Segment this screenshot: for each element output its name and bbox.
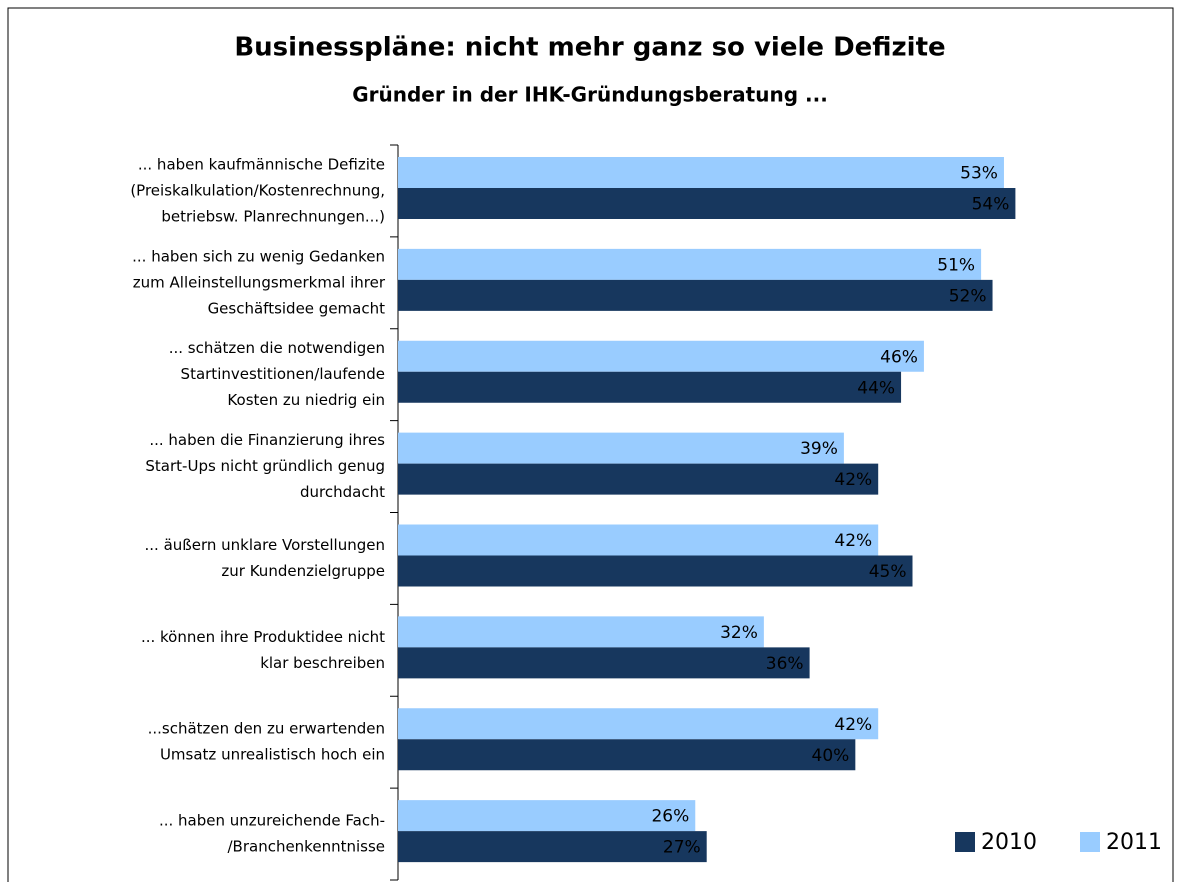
category-label: ...schätzen den zu erwartenden [148,720,385,738]
category-label: Kosten zu niedrig ein [227,391,385,409]
bar [398,616,764,648]
category-label: Start-Ups nicht gründlich genug [145,457,385,475]
legend-label: 2011 [1106,830,1162,855]
bar [398,188,1016,219]
bar [398,371,902,403]
bar [398,831,707,863]
legend-swatch [955,832,975,852]
value-label: 42% [834,531,872,551]
legend-swatch [1080,832,1100,852]
value-label: 39% [800,439,838,459]
category-label: (Preiskalkulation/Kostenrechnung, [130,181,385,199]
bar [398,739,856,771]
bar [398,432,844,464]
category-label: ... haben die Finanzierung ihres [149,431,385,449]
category-label: ... haben sich zu wenig Gedanken [132,247,385,265]
category-label: ... haben unzureichende Fach- [159,812,385,830]
value-label: 53% [960,164,998,184]
category-label: Umsatz unrealistisch hoch ein [160,746,385,764]
bar [398,555,913,587]
bar [398,524,879,556]
value-label: 26% [651,807,689,827]
bar [398,340,924,372]
bar [398,647,810,679]
value-label: 51% [937,255,975,275]
category-label: Geschäftsidee gemacht [208,299,386,317]
category-label: betriebsw. Planrechnungen...) [161,207,385,225]
bar [398,800,696,832]
value-label: 42% [834,715,872,735]
chart-title: Businesspläne: nicht mehr ganz so viele … [234,33,945,63]
category-label: Startinvestitionen/laufende [181,365,385,383]
bar [398,463,879,495]
bar [398,248,982,280]
bar [398,279,993,311]
category-label: zur Kundenzielgruppe [221,562,385,580]
category-label: zum Alleinstellungsmerkmal ihrer [133,273,386,291]
frame [7,7,1174,882]
category-label: ... haben kaufmännische Defizite [138,155,385,173]
value-label: 32% [720,623,758,643]
category-label: /Branchenkenntnisse [227,838,385,856]
value-label: 42% [834,470,872,490]
value-label: 54% [972,195,1010,215]
category-label: ... können ihre Produktidee nicht [141,628,385,646]
legend-label: 2010 [981,830,1037,855]
value-label: 40% [812,746,850,766]
chart-subtitle: Gründer in der IHK-Gründungsberatung ... [352,83,828,107]
category-label: ... schätzen die notwendigen [169,339,385,357]
value-label: 52% [949,286,987,306]
category-label: ... äußern unklare Vorstellungen [145,536,386,554]
value-label: 36% [766,654,804,674]
value-label: 46% [880,347,918,367]
value-label: 44% [857,378,895,398]
bar [398,708,879,740]
category-label: durchdacht [300,483,385,501]
bar [398,157,1004,188]
category-label: klar beschreiben [260,654,385,672]
value-label: 45% [869,562,907,582]
value-label: 27% [663,838,701,858]
